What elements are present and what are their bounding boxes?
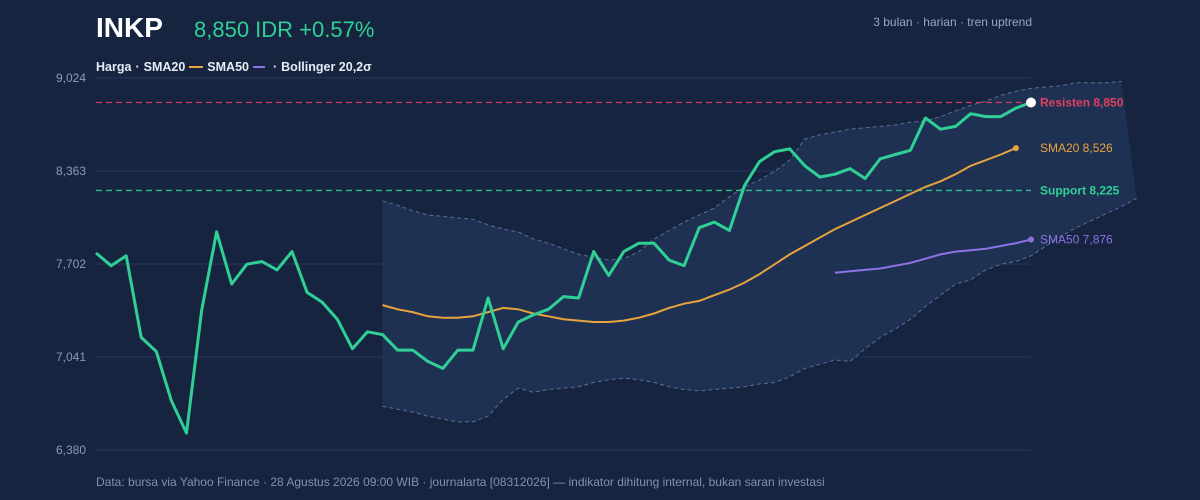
sma50-line <box>834 238 1032 274</box>
legend-sma50: SMA50 <box>207 60 249 74</box>
y-tick-label: 6,380 <box>56 443 86 457</box>
bollinger-lower-line <box>382 197 1137 423</box>
chart-legend: Harga · SMA20 SMA50 · Bollinger 20,2σ <box>96 60 372 74</box>
chart-meta: 3 bulan · harian · tren uptrend <box>873 15 1032 29</box>
footer-source: Data: bursa via Yahoo Finance · 28 Agust… <box>96 475 825 489</box>
annotation-label: Resisten 8,850 <box>1040 95 1124 109</box>
series-end-label: SMA50 7,876 <box>1040 233 1113 247</box>
series-end-label: SMA20 8,526 <box>1040 141 1113 155</box>
y-tick-label: 9,024 <box>56 71 86 85</box>
annotation-label: Support 8,225 <box>1040 183 1120 197</box>
legend-sma20-swatch <box>189 66 204 68</box>
legend-separator: · <box>272 60 278 74</box>
price-end-dot <box>1026 97 1036 108</box>
legend-bollinger: Bollinger 20,2σ <box>281 60 372 74</box>
y-tick-label: 8,363 <box>56 164 86 178</box>
price-change: 8,850 IDR +0.57% <box>194 17 375 42</box>
sma20-line <box>382 147 1017 323</box>
legend-separator: · <box>135 60 140 74</box>
y-tick-label: 7,702 <box>56 257 86 271</box>
price-line <box>95 101 1032 435</box>
bollinger-band-fill <box>382 81 1137 422</box>
sma50-end-dot <box>1028 236 1034 243</box>
legend-sma20: SMA20 <box>143 60 186 74</box>
bollinger-upper-line <box>382 80 1122 261</box>
legend-price: Harga <box>96 60 132 74</box>
sma20-end-dot <box>1012 145 1019 152</box>
ticker-symbol: INKP <box>96 12 163 43</box>
legend-bollinger-swatch <box>252 66 265 68</box>
y-tick-label: 7,041 <box>56 350 86 364</box>
